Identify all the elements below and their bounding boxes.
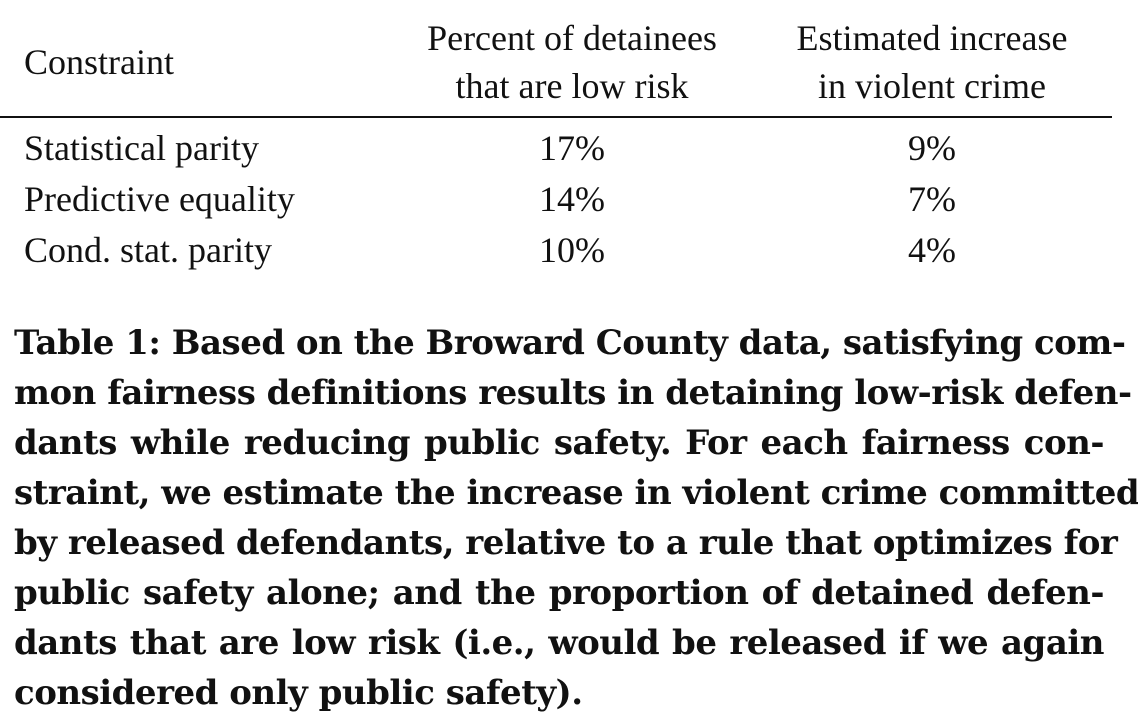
table-row: Statistical parity 17% 9% <box>0 117 1112 173</box>
header-percent-low-risk: Percent of detainees that are low risk <box>392 14 752 118</box>
header-percent-low-risk-line-1: Percent of detainees <box>427 18 717 58</box>
cell-violent-crime: 9% <box>908 127 956 168</box>
header-violent-crime: Estimated increase in violent crime <box>752 14 1112 118</box>
results-table: Constraint Percent of detainees that are… <box>0 14 1112 275</box>
table-body: Statistical parity 17% 9% Predictive equ… <box>0 117 1112 275</box>
cell-percent-low-risk: 14% <box>539 178 605 219</box>
cell-violent-crime: 4% <box>908 229 956 270</box>
table-row: Predictive equality 14% 7% <box>0 173 1112 224</box>
header-constraint: Constraint <box>0 14 392 118</box>
table-caption: Table 1: Based on the Broward County dat… <box>14 318 1138 718</box>
table-header: Constraint Percent of detainees that are… <box>0 14 1112 118</box>
caption-line: considered only public safety). <box>14 673 583 713</box>
header-violent-crime-line-2: in violent crime <box>818 66 1046 106</box>
caption-line: Table 1: Based on the Broward County dat… <box>14 323 1126 363</box>
caption-line: public safety alone; and the proportion … <box>14 573 1105 613</box>
cell-constraint: Predictive equality <box>24 178 295 219</box>
cell-constraint: Statistical parity <box>24 127 259 168</box>
caption-line: straint, we estimate the increase in vio… <box>14 473 1138 513</box>
caption-line: dants while reducing public safety. For … <box>14 423 1105 463</box>
cell-violent-crime: 7% <box>908 178 956 219</box>
caption-line: dants that are low risk (i.e., would be … <box>14 623 1105 663</box>
caption-line: mon fairness definitions results in deta… <box>14 373 1132 413</box>
cell-constraint: Cond. stat. parity <box>24 229 272 270</box>
header-percent-low-risk-line-2: that are low risk <box>455 66 689 106</box>
table-header-row: Constraint Percent of detainees that are… <box>0 14 1112 118</box>
caption-line: by released defendants, relative to a ru… <box>14 523 1118 563</box>
cell-percent-low-risk: 17% <box>539 127 605 168</box>
header-violent-crime-line-1: Estimated increase <box>796 18 1068 58</box>
table-row: Cond. stat. parity 10% 4% <box>0 224 1112 275</box>
cell-percent-low-risk: 10% <box>539 229 605 270</box>
